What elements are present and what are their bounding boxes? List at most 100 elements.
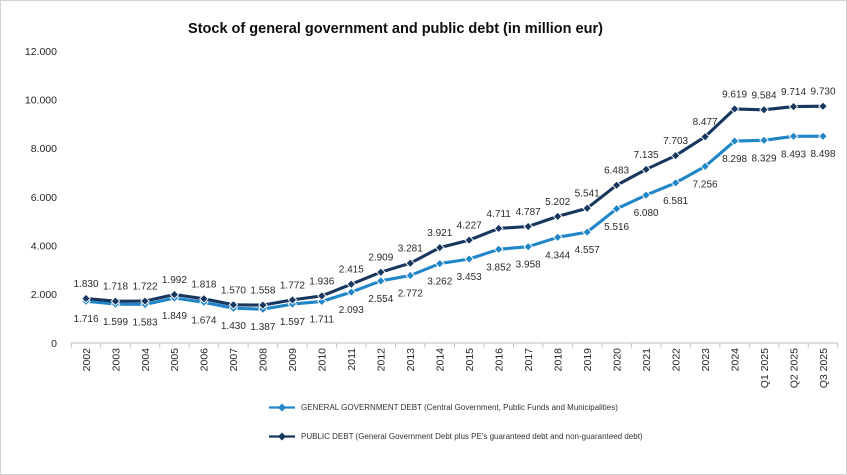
svg-text:3.262: 3.262 — [427, 277, 452, 288]
svg-text:1.558: 1.558 — [250, 286, 275, 297]
legend-label-public-debt: PUBLIC DEBT (General Government Debt plu… — [301, 431, 643, 441]
line-marker-icon — [269, 403, 295, 411]
svg-text:4.557: 4.557 — [575, 245, 600, 256]
svg-text:1.830: 1.830 — [73, 279, 98, 290]
svg-text:2010: 2010 — [317, 348, 329, 372]
x-axis-labels: 2002 2003 2004 2005 2006 2007 2008 2009 2010 2011… — [81, 348, 830, 388]
svg-text:1.716: 1.716 — [73, 314, 98, 325]
y-axis-labels: 0 2.000 4.000 6.000 8.000 10.000 12.000 — [25, 46, 57, 350]
svg-text:1.674: 1.674 — [191, 315, 216, 326]
data-labels: 1.716 1.599 1.583 1.849 1.674 1.430 1.387 1.597… — [73, 149, 835, 333]
data-point-marker — [641, 190, 651, 200]
svg-text:2005: 2005 — [169, 348, 181, 372]
data-point-marker — [375, 267, 386, 278]
svg-text:9.714: 9.714 — [781, 87, 806, 98]
svg-text:2.772: 2.772 — [398, 289, 423, 300]
svg-text:2023: 2023 — [700, 348, 712, 372]
data-point-marker — [729, 136, 740, 146]
data-point-marker — [316, 291, 327, 301]
svg-text:3.921: 3.921 — [427, 228, 452, 239]
svg-text:2020: 2020 — [611, 348, 623, 372]
svg-text:2024: 2024 — [729, 348, 741, 372]
data-point-marker — [788, 101, 799, 112]
svg-text:Q2 2025: Q2 2025 — [788, 348, 800, 388]
svg-text:8.477: 8.477 — [693, 117, 718, 128]
svg-text:1.570: 1.570 — [221, 285, 246, 296]
svg-text:2007: 2007 — [228, 348, 240, 372]
data-point-marker — [434, 242, 445, 253]
svg-text:2008: 2008 — [258, 348, 270, 372]
data-point-marker — [582, 227, 593, 237]
data-point-marker — [140, 296, 150, 306]
data-point-marker — [434, 258, 445, 269]
data-point-marker — [818, 101, 828, 112]
data-point-marker — [670, 178, 681, 188]
data-point-marker — [375, 276, 386, 286]
svg-text:1.597: 1.597 — [280, 317, 305, 328]
chart-legend: GENERAL GOVERNMENT DEBT (Central Governm… — [269, 402, 643, 441]
svg-text:1.936: 1.936 — [309, 276, 334, 287]
series-general-government-debt: 1.716 1.599 1.583 1.849 1.674 1.430 1.387 1.597… — [73, 131, 836, 333]
svg-text:10.000: 10.000 — [25, 95, 57, 107]
svg-text:6.080: 6.080 — [634, 208, 659, 219]
svg-text:3.453: 3.453 — [457, 272, 482, 283]
data-point-marker — [552, 232, 563, 243]
svg-text:1.818: 1.818 — [191, 279, 216, 290]
svg-text:2.093: 2.093 — [339, 305, 364, 316]
svg-text:2013: 2013 — [405, 348, 417, 372]
data-point-marker — [818, 131, 828, 142]
svg-text:2.415: 2.415 — [339, 265, 364, 276]
svg-text:2009: 2009 — [287, 348, 299, 372]
svg-text:8.498: 8.498 — [810, 149, 835, 160]
svg-text:2002: 2002 — [81, 348, 93, 372]
data-point-marker — [493, 223, 504, 234]
data-point-marker — [582, 203, 593, 214]
svg-text:9.730: 9.730 — [810, 87, 835, 98]
svg-text:2.909: 2.909 — [368, 253, 393, 264]
svg-text:4.000: 4.000 — [31, 241, 57, 253]
legend-item-general-government-debt: GENERAL GOVERNMENT DEBT (Central Governm… — [269, 402, 643, 412]
svg-text:5.541: 5.541 — [575, 189, 600, 200]
svg-text:12.000: 12.000 — [25, 46, 57, 58]
svg-text:2018: 2018 — [553, 348, 565, 372]
svg-text:9.584: 9.584 — [751, 90, 776, 101]
svg-text:8.329: 8.329 — [751, 153, 776, 164]
data-point-marker — [670, 150, 681, 161]
data-point-marker — [81, 293, 91, 304]
data-point-marker — [258, 300, 268, 310]
line-marker-icon — [269, 432, 295, 440]
svg-text:7.135: 7.135 — [634, 150, 659, 161]
data-point-marker — [611, 180, 622, 191]
data-point-marker — [759, 104, 769, 115]
svg-text:1.387: 1.387 — [250, 322, 275, 333]
svg-text:4.711: 4.711 — [487, 209, 512, 220]
data-point-marker — [346, 287, 357, 297]
svg-text:1.849: 1.849 — [162, 311, 187, 322]
svg-text:4.344: 4.344 — [545, 250, 570, 261]
svg-text:7.256: 7.256 — [693, 179, 718, 190]
svg-text:Q1 2025: Q1 2025 — [759, 348, 771, 388]
data-point-marker — [405, 258, 416, 269]
data-point-marker — [493, 244, 504, 255]
svg-text:2022: 2022 — [670, 348, 682, 372]
svg-text:2012: 2012 — [376, 348, 388, 372]
series-public-debt: 1.830 1.718 1.722 1.992 1.818 1.570 1.558 1.772… — [73, 87, 836, 310]
data-point-marker — [788, 131, 799, 142]
svg-text:9.619: 9.619 — [722, 89, 747, 100]
svg-text:6.581: 6.581 — [663, 196, 688, 207]
data-point-marker — [405, 270, 416, 281]
svg-text:2004: 2004 — [140, 348, 152, 372]
svg-text:4.227: 4.227 — [457, 221, 482, 232]
data-point-marker — [346, 279, 357, 290]
svg-text:1.772: 1.772 — [280, 280, 305, 291]
svg-text:2016: 2016 — [494, 348, 506, 372]
svg-text:2017: 2017 — [523, 348, 535, 372]
svg-text:2.000: 2.000 — [31, 289, 57, 301]
svg-text:1.583: 1.583 — [132, 318, 157, 329]
svg-text:2003: 2003 — [110, 348, 122, 372]
data-point-marker — [700, 131, 710, 142]
x-axis — [70, 342, 839, 348]
data-point-marker — [199, 293, 209, 304]
svg-text:1.711: 1.711 — [310, 314, 335, 325]
svg-text:1.992: 1.992 — [162, 275, 187, 286]
